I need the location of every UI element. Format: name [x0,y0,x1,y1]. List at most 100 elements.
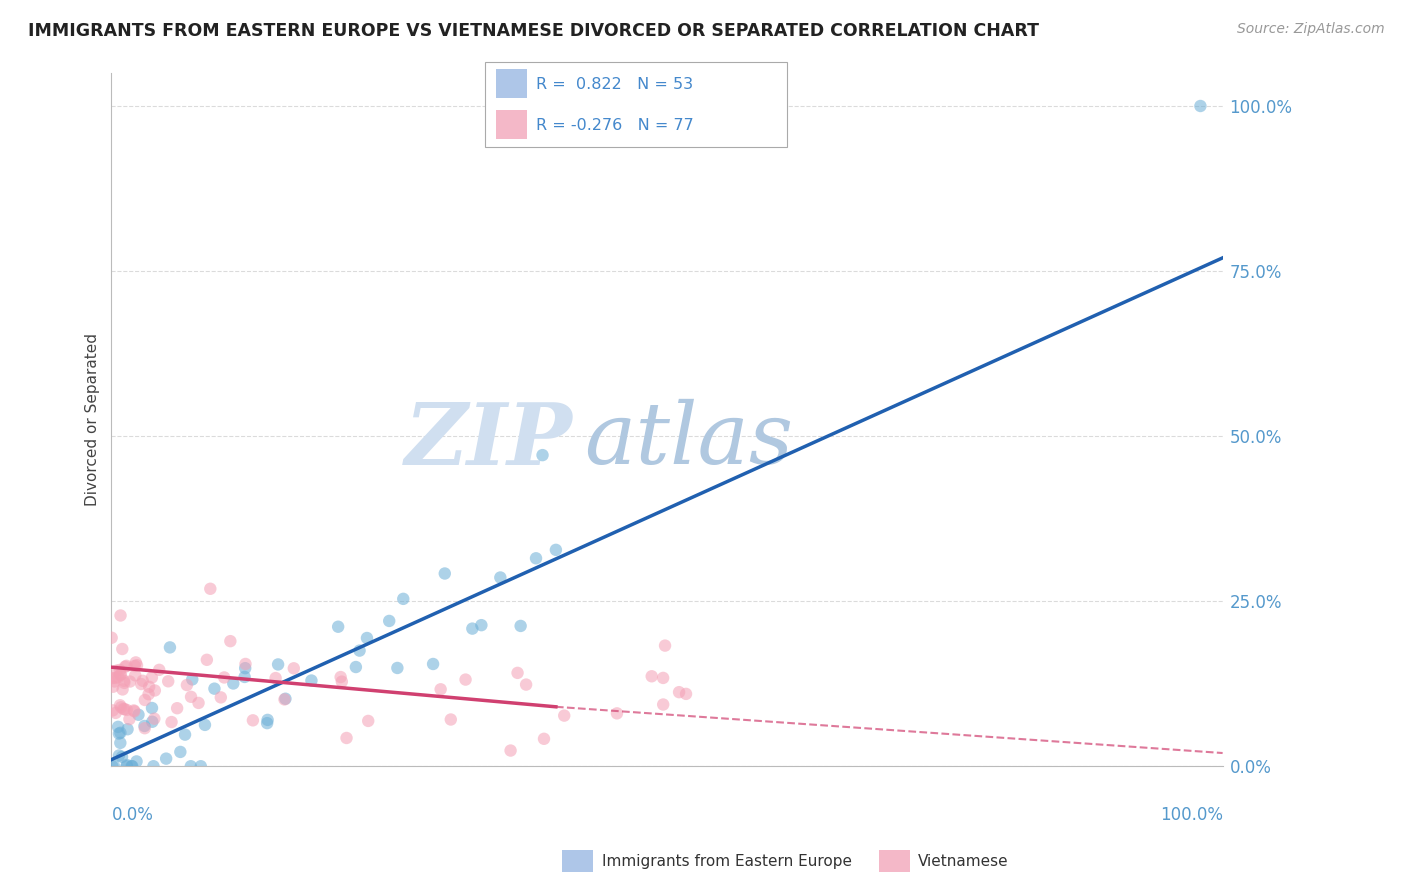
Point [118,712,141,726]
Point [387,661,409,675]
Text: ZIP: ZIP [405,399,572,483]
Point [104,671,127,685]
Point [233,661,256,675]
Point [143,683,166,698]
Point [159,640,181,655]
Point [264,671,287,685]
Point [101,759,124,773]
Point [160,714,183,729]
Point [489,570,512,584]
Point [344,660,367,674]
Point [110,608,132,623]
Point [121,759,143,773]
Point [107,670,129,684]
Point [141,671,163,685]
Point [235,657,257,671]
Point [107,720,129,734]
Point [256,713,278,727]
Point [553,708,575,723]
Point [110,725,132,739]
Point [283,661,305,675]
Text: 0.0%: 0.0% [111,805,153,824]
Point [110,667,132,681]
Point [533,731,555,746]
Point [101,703,124,717]
Point [166,701,188,715]
Point [138,687,160,701]
Point [124,704,146,718]
Point [142,759,165,773]
Point [200,582,222,596]
Text: R =  0.822   N = 53: R = 0.822 N = 53 [536,77,693,92]
Point [141,701,163,715]
Point [103,674,125,689]
Point [641,669,664,683]
Point [125,658,148,673]
Point [335,731,357,745]
Point [429,682,451,697]
Point [1189,99,1212,113]
Point [115,759,138,773]
Y-axis label: Divorced or Separated: Divorced or Separated [86,333,100,506]
Point [112,702,135,716]
Point [169,745,191,759]
Point [506,665,529,680]
Point [103,759,125,773]
Point [267,657,290,672]
Point [515,677,537,691]
Point [127,707,149,722]
Point [440,713,463,727]
Point [105,664,128,678]
Point [122,703,145,717]
Point [108,663,131,677]
Point [155,751,177,765]
Point [433,566,456,581]
Point [499,743,522,757]
Point [112,676,135,690]
Point [194,718,217,732]
Point [108,748,131,763]
Point [125,656,148,670]
Point [378,614,401,628]
Point [132,673,155,688]
Point [470,618,492,632]
Point [301,673,323,688]
Text: 100.0%: 100.0% [1160,805,1223,824]
Point [134,719,156,733]
Point [100,631,122,645]
Point [524,551,547,566]
Point [222,676,245,690]
Point [111,642,134,657]
Point [531,448,554,462]
Point [138,680,160,694]
Point [392,591,415,606]
Point [117,723,139,737]
Point [180,690,202,704]
Point [190,759,212,773]
Point [110,700,132,714]
Point [274,691,297,706]
Point [212,670,235,684]
Point [461,622,484,636]
Point [256,716,278,731]
Point [114,659,136,673]
Point [209,690,232,705]
Point [141,714,163,729]
Point [233,670,256,684]
Text: IMMIGRANTS FROM EASTERN EUROPE VS VIETNAMESE DIVORCED OR SEPARATED CORRELATION C: IMMIGRANTS FROM EASTERN EUROPE VS VIETNA… [28,22,1039,40]
Point [110,668,132,682]
Point [115,703,138,717]
Point [181,673,204,687]
Point [101,680,124,694]
Point [349,643,371,657]
Point [115,758,138,772]
Text: Immigrants from Eastern Europe: Immigrants from Eastern Europe [602,855,852,869]
Point [242,714,264,728]
Point [118,674,141,689]
Point [110,736,132,750]
Point [652,671,675,685]
Point [675,687,697,701]
Point [104,706,127,720]
Point [101,671,124,685]
Point [356,631,378,645]
